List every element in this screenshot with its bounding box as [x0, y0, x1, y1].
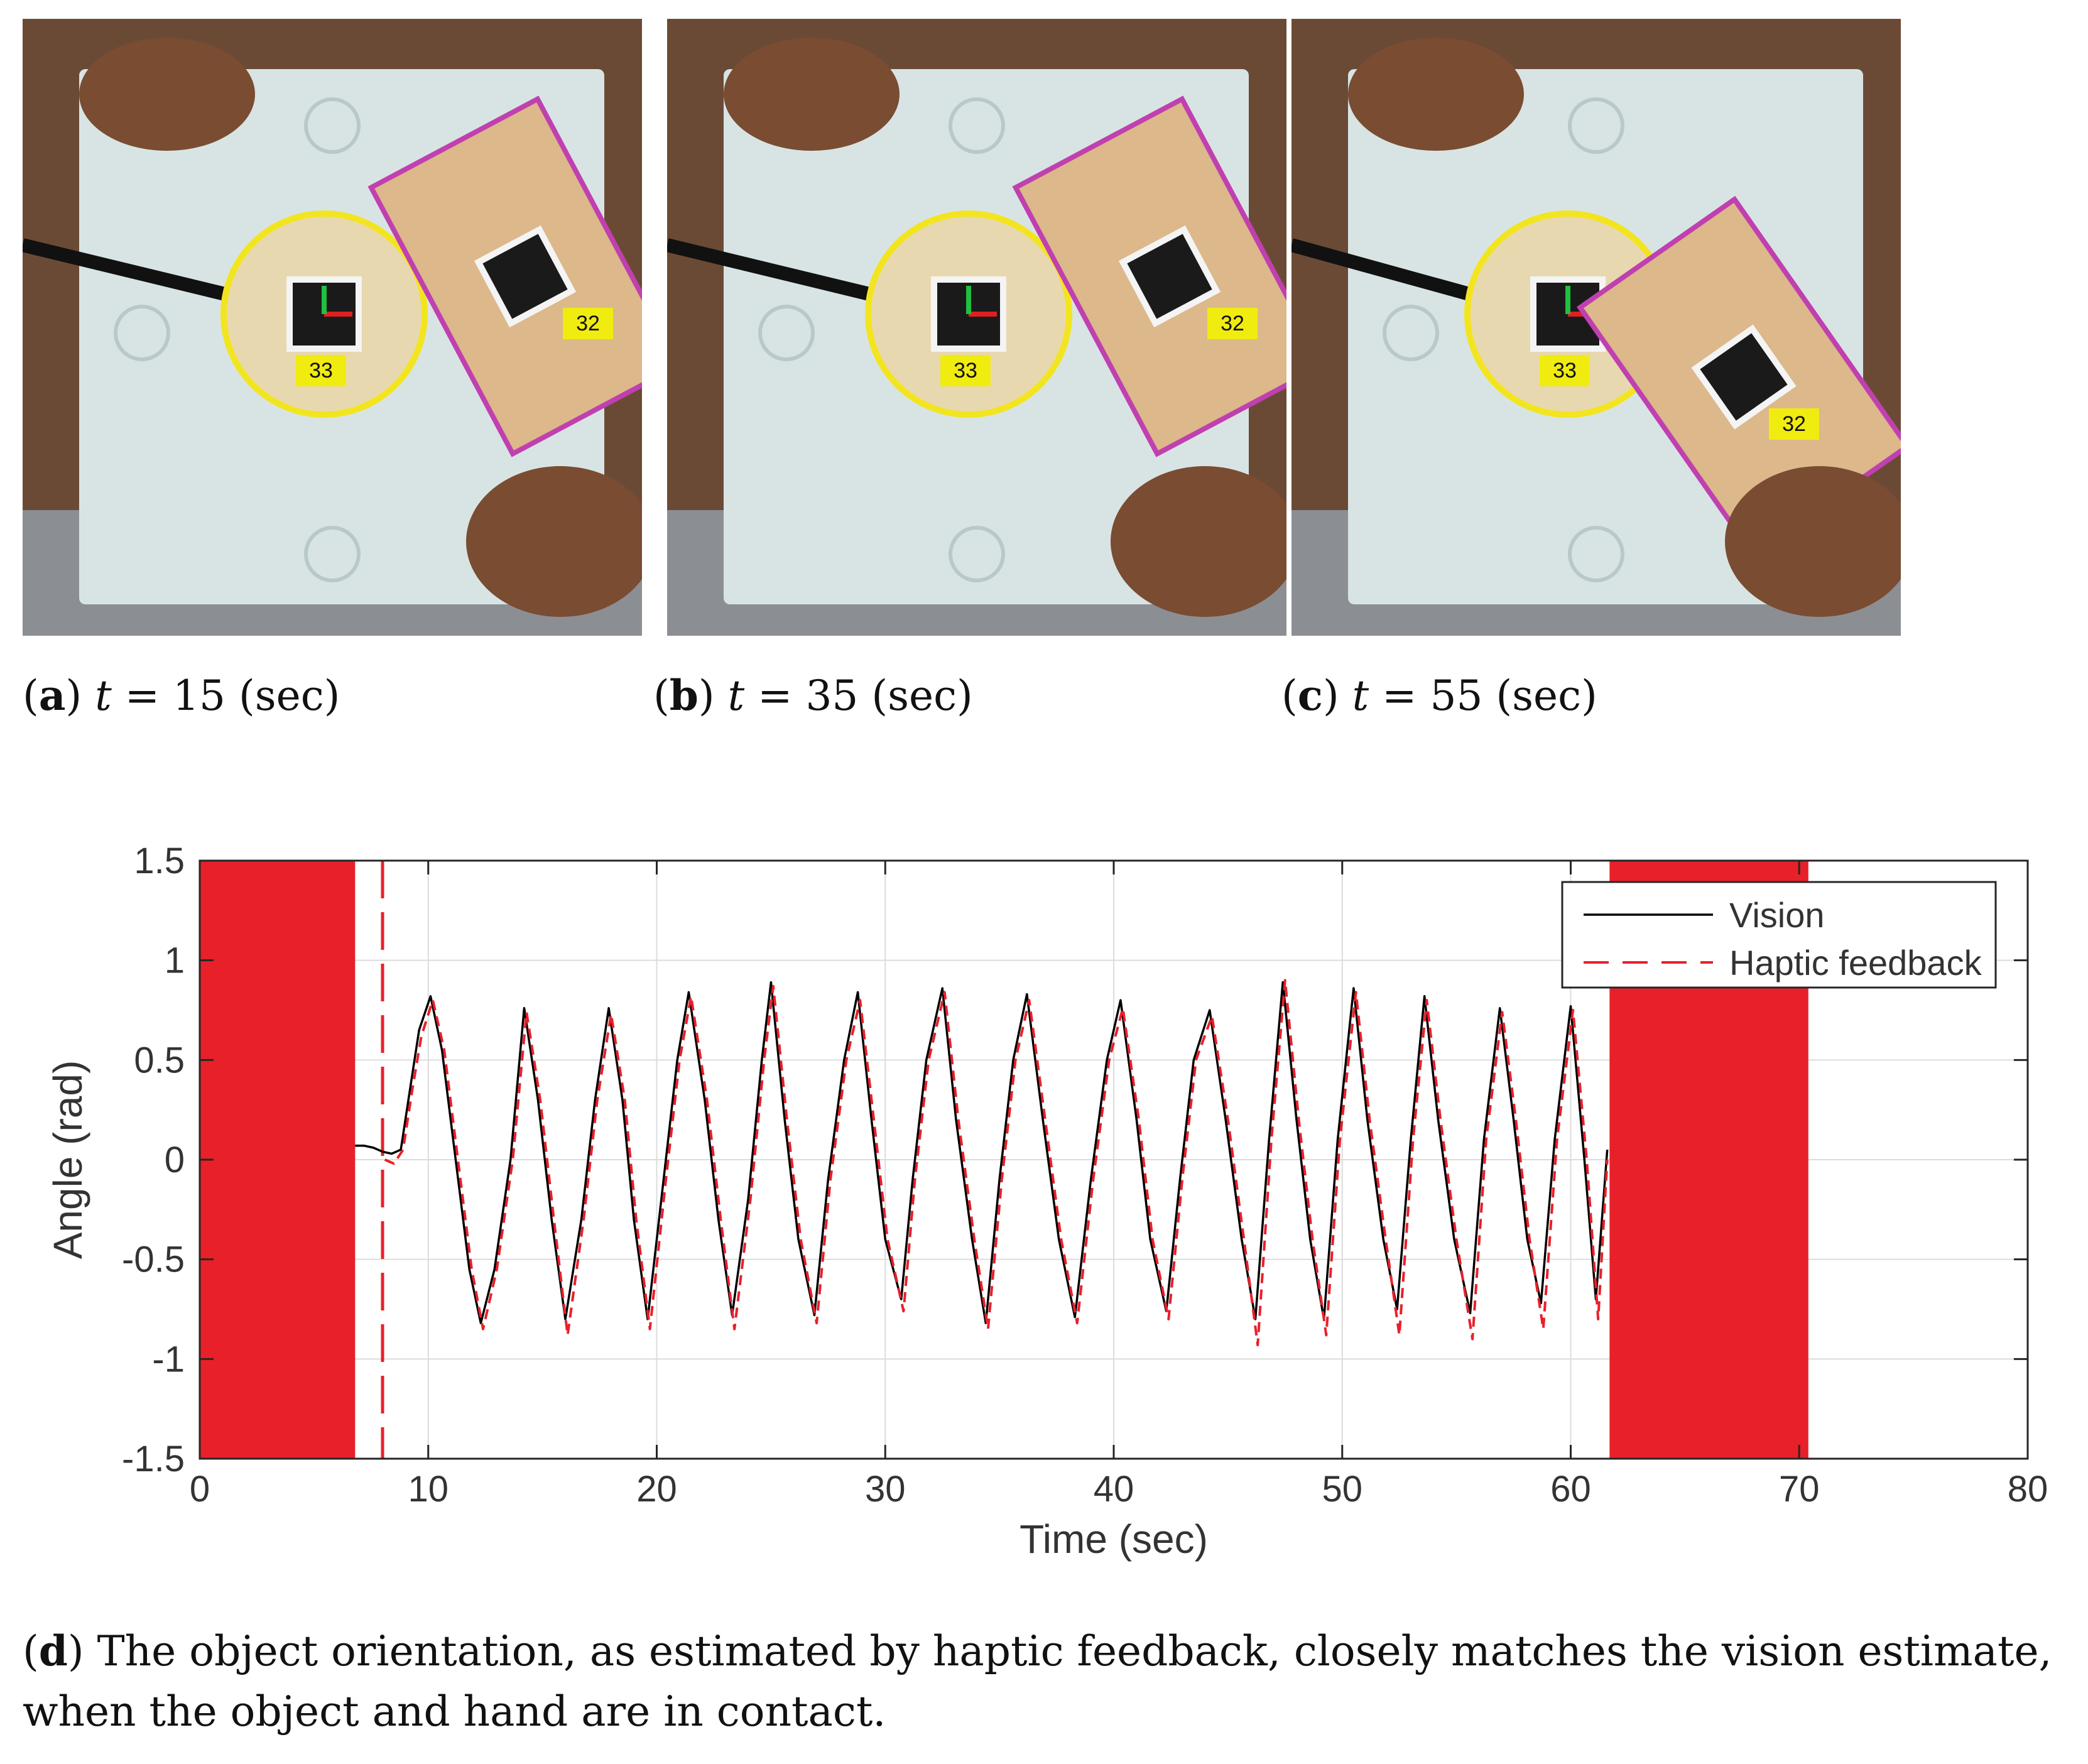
finger: [1725, 466, 1901, 617]
x-tick-label: 30: [865, 1469, 906, 1510]
x-tick-label: 40: [1094, 1469, 1134, 1510]
photo-scene: 33 32: [1291, 19, 1901, 636]
y-axis-label: Angle (rad): [45, 1060, 90, 1260]
marker-id-label: 32: [576, 312, 600, 335]
subcaption-value: 35: [805, 672, 859, 720]
marker-id-label: 33: [954, 359, 977, 383]
marker-id-badge: [1540, 355, 1590, 386]
finger: [724, 38, 900, 151]
y-tick-label: -0.5: [122, 1239, 185, 1280]
subcaption-a: (a) t = 15 (sec): [23, 671, 340, 720]
subcaption-letter: c: [1297, 671, 1323, 720]
subcaption-c: (c) t = 55 (sec): [1281, 671, 1597, 720]
subcaption-variable: t: [95, 672, 112, 720]
manipulated-object: [1576, 195, 1901, 558]
y-tick-label: 0.5: [134, 1040, 185, 1081]
x-tick-label: 50: [1322, 1469, 1362, 1510]
finger: [1348, 38, 1524, 151]
photo-scene: 33 32: [667, 19, 1286, 636]
noise-region: [200, 861, 356, 1459]
sensor-cable: [23, 238, 232, 302]
x-tick-label: 60: [1550, 1469, 1591, 1510]
manipulated-object: [1012, 95, 1286, 457]
marker-id-label: 32: [1782, 412, 1806, 436]
board-hole: [1568, 526, 1624, 582]
subcaption-unit: (sec): [226, 672, 340, 720]
finger: [466, 466, 642, 617]
marker-id-badge: [940, 355, 991, 386]
y-tick-label: 0: [165, 1140, 185, 1180]
main-caption-letter: d: [38, 1626, 68, 1675]
angle-chart: 0 10 20 30 40 50 60 70 80 1.5 1 0.5 0 -0.5 -1 -1.5 Time …: [0, 817, 2088, 1608]
subcaption-equals: =: [744, 672, 806, 720]
board-hole: [949, 526, 1005, 582]
main-caption-text: The object orientation, as estimated by …: [23, 1627, 2052, 1736]
x-tick-label: 20: [636, 1469, 677, 1510]
fiducial-marker: [1691, 324, 1797, 430]
angle-chart-svg: 0 10 20 30 40 50 60 70 80 1.5 1 0.5 0 -0.5 -1 -1.5 Time …: [45, 841, 2048, 1562]
legend-box: [1561, 881, 1997, 989]
subcaption-letter: b: [669, 671, 699, 720]
marker-id-badge: [1769, 408, 1819, 440]
marker-id-badge: [296, 355, 346, 386]
board-hole: [758, 305, 815, 361]
subcaption-unit: (sec): [1482, 672, 1597, 720]
marker-id-badge: [1207, 308, 1258, 339]
marker-id-label: 33: [309, 359, 333, 383]
board-hole: [1568, 97, 1624, 154]
sensor-cable: [1291, 238, 1476, 302]
board-hole: [304, 97, 361, 154]
sensor-cable: [667, 238, 876, 302]
y-tick-label: -1.5: [122, 1439, 185, 1479]
x-tick-label: 10: [408, 1469, 449, 1510]
legend-label: Haptic feedback: [1729, 943, 1982, 983]
photo-panel-a: 33 32: [23, 19, 642, 636]
subcaption-letter: a: [38, 671, 66, 720]
subcaption-unit: (sec): [858, 672, 973, 720]
subcaption-value: 15: [173, 672, 226, 720]
x-tick-label: 80: [2008, 1469, 2048, 1510]
main-caption: (d) The object orientation, as estimated…: [23, 1626, 2052, 1736]
subcaption-variable: t: [727, 672, 745, 720]
y-tick-label: 1: [165, 940, 185, 981]
finger: [1111, 466, 1286, 617]
finger: [79, 38, 255, 151]
marker-id-label: 33: [1553, 359, 1577, 383]
photo-panel-c: 33 32: [1291, 19, 1901, 636]
marker-id-badge: [563, 308, 613, 339]
board-hole: [304, 526, 361, 582]
subcaption-value: 55: [1430, 672, 1483, 720]
board-hole: [1383, 305, 1439, 361]
legend-label: Vision: [1729, 895, 1825, 935]
subcaption-b: (b) t = 35 (sec): [653, 671, 973, 720]
photo-panel-b: 33 32: [667, 19, 1286, 636]
x-tick-label: 70: [1779, 1469, 1820, 1510]
board-hole: [949, 97, 1005, 154]
subcaption-equals: =: [1369, 672, 1430, 720]
subcaption-equals: =: [111, 672, 173, 720]
subcaption-variable: t: [1352, 672, 1369, 720]
y-tick-label: 1.5: [134, 841, 185, 881]
board-hole: [114, 305, 170, 361]
marker-id-label: 32: [1221, 312, 1244, 335]
y-tick-label: -1: [152, 1339, 185, 1380]
photo-scene: 33 32: [23, 19, 642, 636]
haptic-feedback-line: [384, 979, 1609, 1347]
fiducial-marker: [1118, 225, 1221, 328]
manipulated-object: [367, 95, 642, 457]
fiducial-marker: [474, 225, 577, 328]
x-tick-label: 0: [190, 1469, 210, 1510]
x-axis-label: Time (sec): [1020, 1516, 1208, 1562]
